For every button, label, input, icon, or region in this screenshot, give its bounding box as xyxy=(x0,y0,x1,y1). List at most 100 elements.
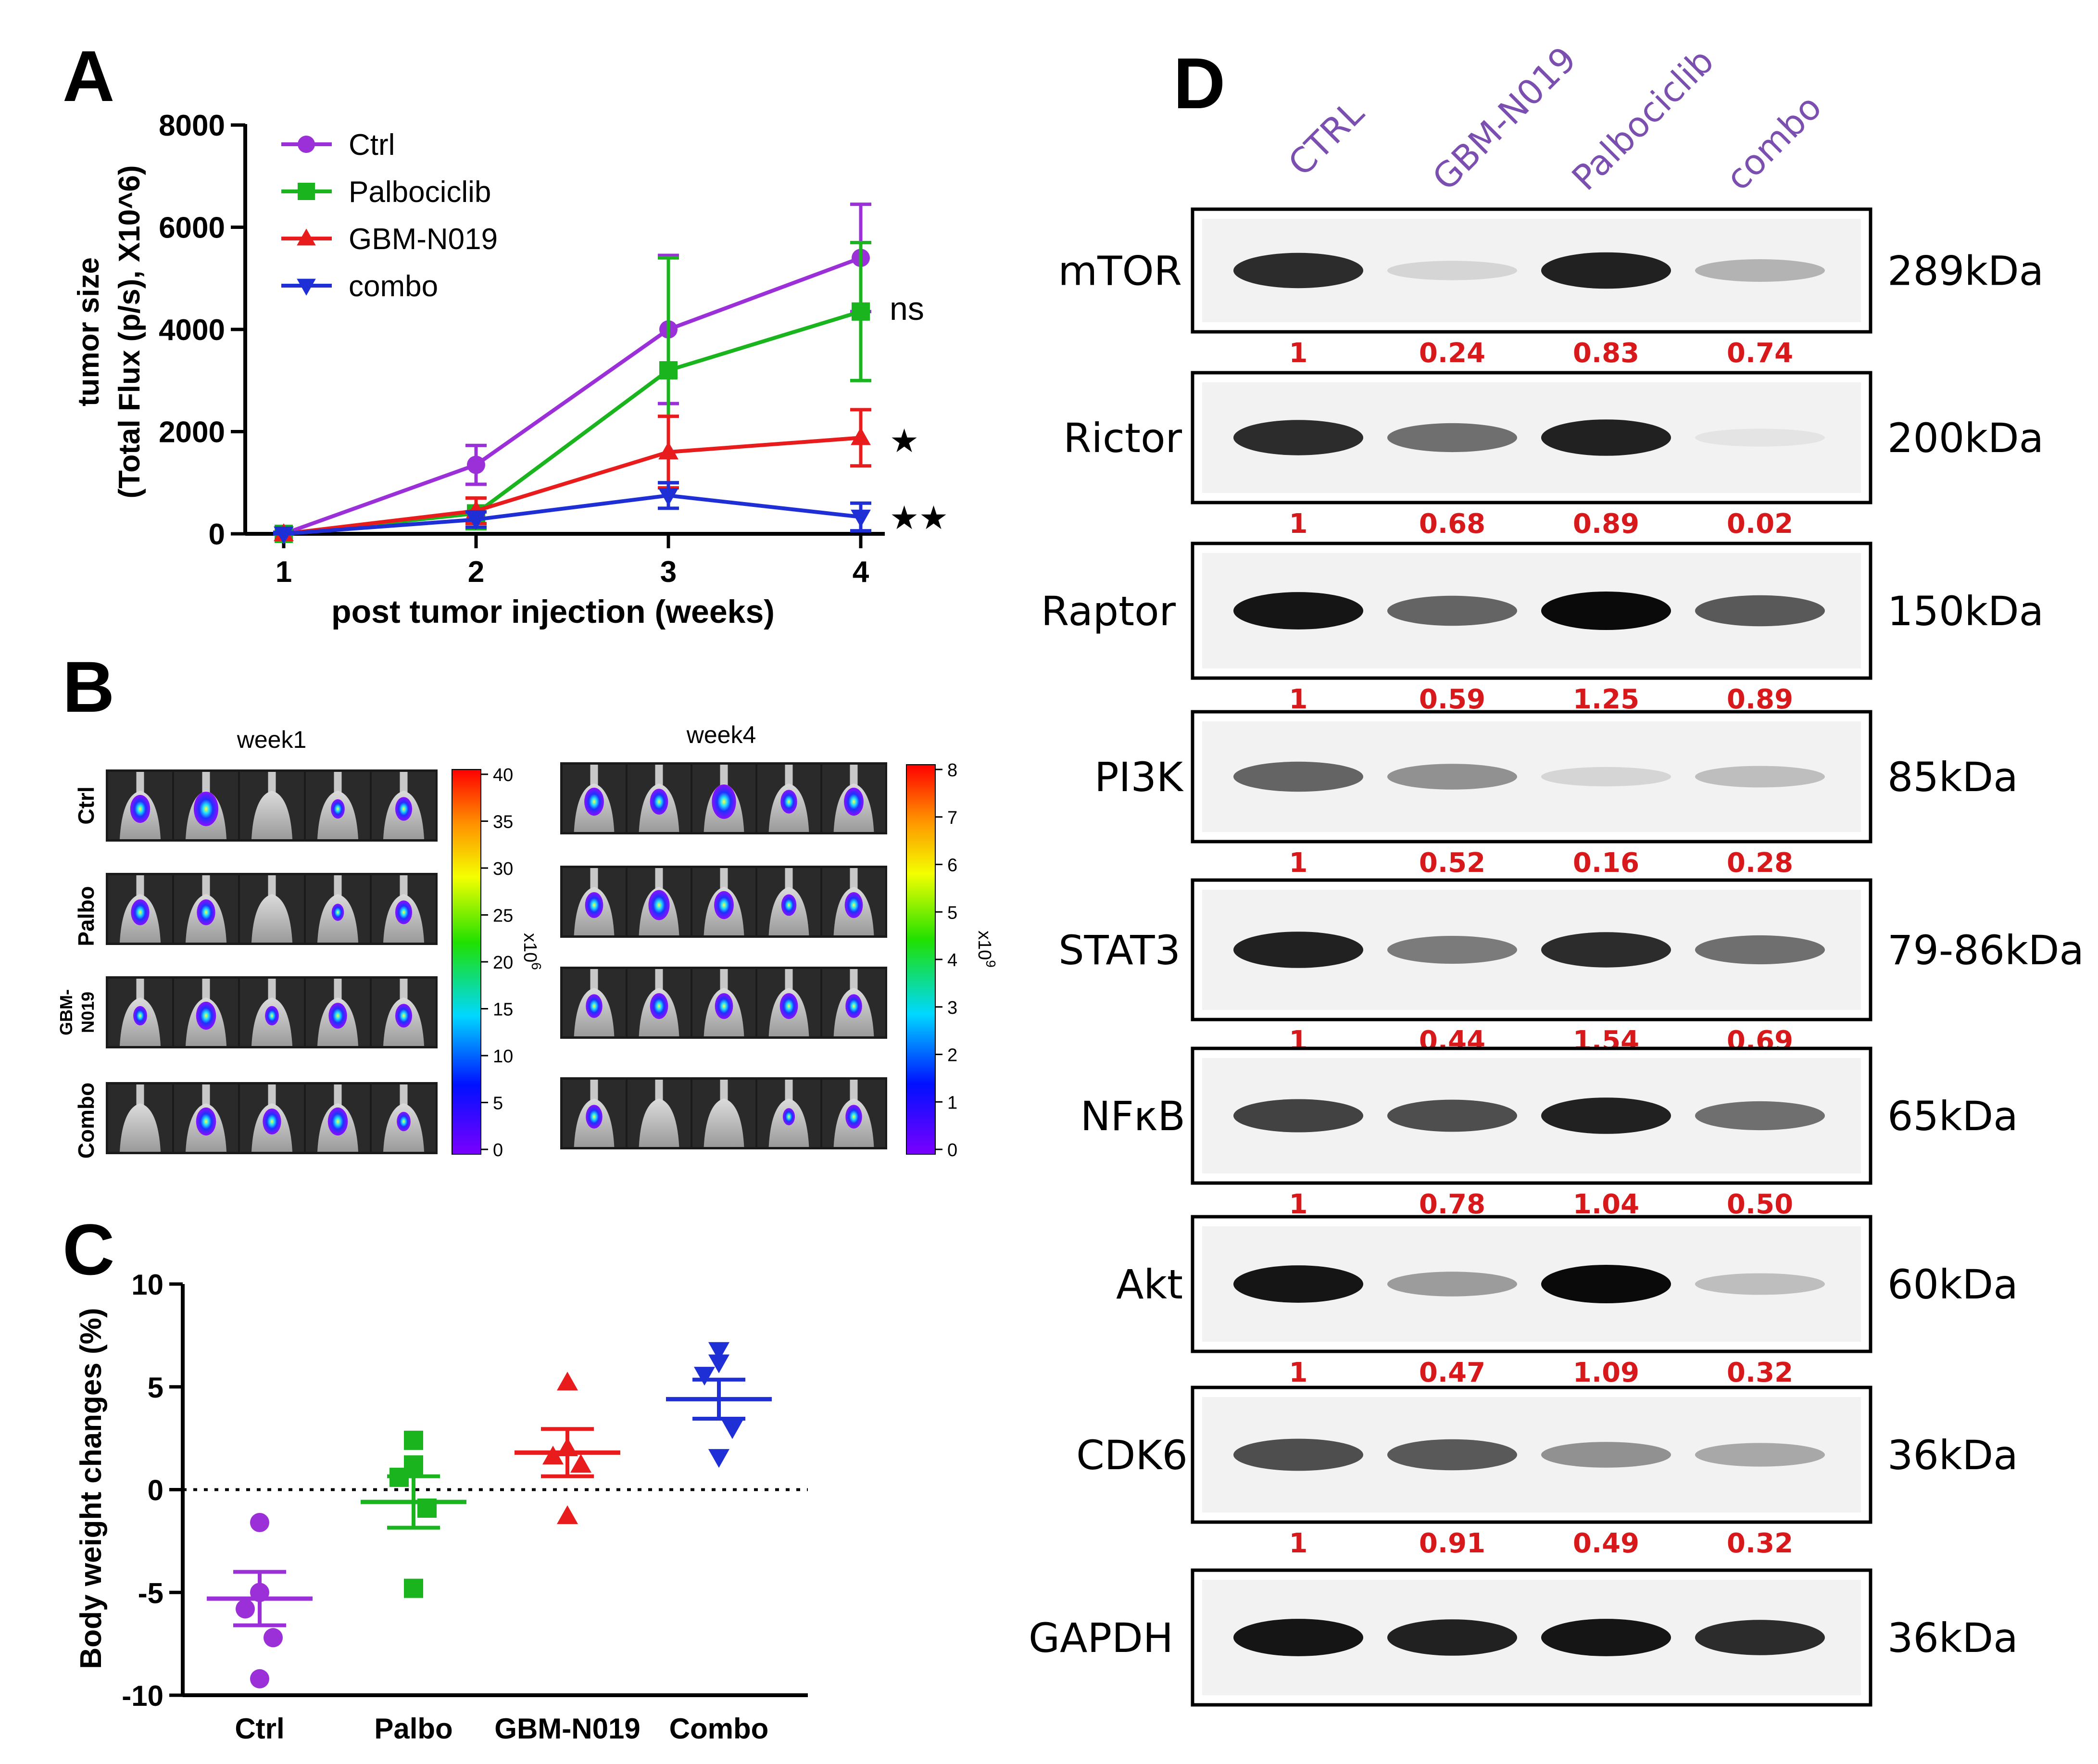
b-signal-spot xyxy=(586,994,603,1018)
d-band xyxy=(1541,1442,1671,1468)
b-nose-cone xyxy=(850,969,858,993)
a-data-point xyxy=(658,488,678,506)
b-nose-cone xyxy=(720,969,728,993)
d-mw-label: 65kDa xyxy=(1887,1093,2018,1140)
a-significance-label: ★★ xyxy=(890,500,948,536)
a-x-tick-label: 1 xyxy=(276,555,292,589)
d-quant-value: 0.49 xyxy=(1573,1528,1639,1559)
a-legend-label: GBM-N019 xyxy=(349,223,498,256)
c-data-point xyxy=(722,1420,743,1439)
c-data-point xyxy=(542,1446,564,1465)
c-data-point xyxy=(708,1449,729,1468)
b-week1-colorbar-label: 20 xyxy=(493,953,513,973)
d-quant-value: 0.02 xyxy=(1727,508,1793,540)
b-nose-cone xyxy=(785,969,793,993)
b-nose-cone xyxy=(785,868,793,892)
d-blot-row-rictor: Rictor 200kDa 1 0.68 0.89 0.02 xyxy=(1063,371,2044,540)
b-signal-spot xyxy=(327,1107,348,1136)
b-signal-spot xyxy=(331,904,344,921)
a-y-tick-label: 8000 xyxy=(159,109,225,142)
b-nose-cone xyxy=(850,1080,858,1103)
c-x-tick-label: Combo xyxy=(669,1713,769,1745)
a-series-line xyxy=(283,256,862,536)
c-y-tick-label: 5 xyxy=(148,1372,163,1404)
b-nose-cone xyxy=(400,979,408,1002)
d-band xyxy=(1695,766,1825,788)
b-signal-spot xyxy=(779,993,798,1019)
c-data-point xyxy=(404,1430,423,1450)
d-band xyxy=(1387,764,1517,790)
b-week1-colorbar-label: 0 xyxy=(493,1140,503,1160)
d-protein-label: Akt xyxy=(1116,1261,1183,1308)
b-nose-cone xyxy=(268,772,276,795)
b-nose-cone xyxy=(136,875,144,899)
d-mw-label: 60kDa xyxy=(1887,1261,2018,1308)
a-y-axis-label-2: (Total Flux (p/s), X10^6) xyxy=(113,165,146,498)
b-nose-cone xyxy=(850,868,858,892)
b-signal-spot xyxy=(648,890,670,920)
a-series-line xyxy=(283,493,861,536)
b-group-label-ctrl: Ctrl xyxy=(74,786,99,824)
b-group-label-palbo: Palbo xyxy=(74,886,99,946)
d-quant-value: 0.47 xyxy=(1419,1357,1485,1388)
d-mw-label: 85kDa xyxy=(1887,754,2018,801)
b-nose-cone xyxy=(136,772,144,795)
b-nose-cone xyxy=(655,969,663,993)
a-x-tick-label: 2 xyxy=(468,555,484,589)
b-week1-colorbar-label: 40 xyxy=(493,765,513,785)
b-nose-cone xyxy=(202,772,210,795)
d-blot-row-raptor: Raptor 150kDa 1 0.59 1.25 0.89 xyxy=(1041,542,2044,715)
b-signal-spot xyxy=(712,784,736,819)
d-blot-row-nfκb: NFκB 65kDa 1 0.78 1.04 0.50 xyxy=(1080,1046,2018,1220)
a-data-point xyxy=(466,512,486,530)
b-week4-mouse xyxy=(822,969,885,1036)
d-band xyxy=(1695,1101,1825,1131)
b-group-label-combo: Combo xyxy=(74,1083,99,1159)
a-y-axis-label-1: tumor size xyxy=(72,257,105,406)
b-week4-mouse xyxy=(692,765,755,832)
b-signal-spot xyxy=(197,899,215,925)
d-band xyxy=(1541,1265,1671,1303)
a-series-line xyxy=(283,309,862,536)
b-nose-cone xyxy=(334,772,342,795)
c-y-tick-label: 0 xyxy=(148,1474,163,1507)
d-quant-value: 1.04 xyxy=(1573,1189,1639,1220)
panel-letter-d: D xyxy=(1173,43,1225,124)
a-data-point xyxy=(274,526,294,544)
b-week4-colorbar-label: 2 xyxy=(947,1046,957,1066)
b-week1-colorbar-label: 25 xyxy=(493,906,513,926)
b-nose-cone xyxy=(268,1084,276,1108)
d-quant-value: 0.83 xyxy=(1573,338,1639,369)
d-blot-row-pi3k: PI3K 85kDa 1 0.52 0.16 0.28 xyxy=(1094,710,2018,879)
b-nose-cone xyxy=(720,765,728,788)
b-week1-unit-label: x106 xyxy=(520,933,544,970)
b-nose-cone xyxy=(268,979,276,1002)
b-nose-cone xyxy=(334,1084,342,1108)
d-band xyxy=(1233,420,1363,455)
d-blot-row-cdk6: CDK6 36kDa 1 0.91 0.49 0.32 xyxy=(1076,1386,2018,1559)
d-band xyxy=(1387,1272,1517,1297)
b-week1-mouse xyxy=(306,1084,370,1152)
b-mouse-body xyxy=(639,1098,679,1147)
b-nose-cone xyxy=(400,1084,408,1108)
b-signal-spot xyxy=(781,894,797,916)
d-band xyxy=(1695,1443,1825,1467)
d-mw-label: 36kDa xyxy=(1887,1432,2018,1479)
d-quant-value: 0.16 xyxy=(1573,847,1639,879)
d-band xyxy=(1387,595,1517,626)
d-band xyxy=(1233,1619,1363,1656)
b-nose-cone xyxy=(720,868,728,892)
a-legend-marker xyxy=(297,278,316,296)
d-quant-value: 0.24 xyxy=(1419,338,1485,369)
a-legend-label: Ctrl xyxy=(349,128,395,162)
b-week1-mouse xyxy=(108,875,172,943)
d-quant-value: 1 xyxy=(1289,1528,1308,1559)
b-signal-spot xyxy=(585,892,603,918)
b-nose-cone xyxy=(136,979,144,1002)
d-quant-value: 0.89 xyxy=(1727,684,1793,715)
d-band xyxy=(1695,1273,1825,1295)
b-nose-cone xyxy=(655,765,663,788)
a-y-tick-label: 6000 xyxy=(159,212,225,245)
d-mw-label: 36kDa xyxy=(1887,1614,2018,1662)
a-legend-marker xyxy=(298,136,315,153)
